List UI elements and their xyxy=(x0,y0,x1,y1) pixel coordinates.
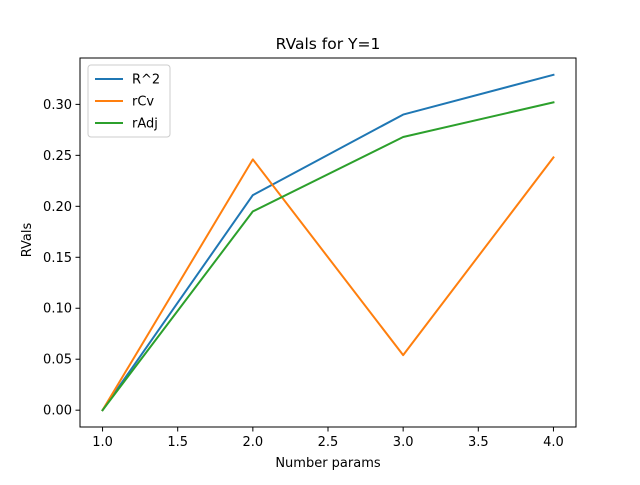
series-line-r2 xyxy=(101,73,555,412)
y-tick-label: 0.30 xyxy=(43,98,72,113)
x-tick-label: 4.0 xyxy=(543,435,564,450)
axes-frame xyxy=(79,57,577,428)
plot-area: 1.0 1.5 2.0 2.5 3.0 3.5 4.0 0.00 0.05 0.10 0.15 0.2… xyxy=(43,57,577,450)
y-tick-label: 0.05 xyxy=(43,353,72,368)
series-line-rcv xyxy=(101,155,555,412)
x-tick-label: 3.0 xyxy=(393,435,414,450)
x-tick-label: 1.0 xyxy=(92,435,113,450)
y-tick-label: 0.15 xyxy=(43,251,72,266)
y-tick-label: 0.10 xyxy=(43,302,72,317)
x-tick-label: 2.5 xyxy=(318,435,339,450)
y-axis-label: RVals xyxy=(20,222,35,257)
legend-label: rAdj xyxy=(132,117,158,132)
x-axis-label: Number params xyxy=(275,456,381,471)
y-tick-label: 0.25 xyxy=(43,149,72,164)
y-tick-label: 0.20 xyxy=(43,200,72,215)
legend-box xyxy=(87,64,171,138)
y-tick-label: 0.00 xyxy=(43,404,72,419)
x-tick-label: 3.5 xyxy=(468,435,489,450)
legend-label: rCv xyxy=(132,95,154,110)
legend-label: R^2 xyxy=(132,73,160,88)
series-line-radj xyxy=(101,101,555,412)
x-tick-label: 1.5 xyxy=(167,435,188,450)
chart-title: RVals for Y=1 xyxy=(276,35,381,53)
x-tick-label: 2.0 xyxy=(243,435,264,450)
